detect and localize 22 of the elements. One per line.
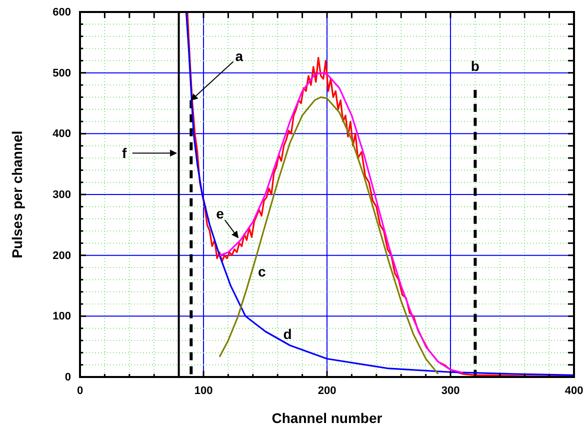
- annotation: b: [470, 58, 480, 74]
- x-tick-label: 0: [76, 384, 84, 397]
- y-axis-title: Pulses per channel: [9, 130, 25, 258]
- y-tick-label: 300: [52, 189, 71, 202]
- annotation: c: [258, 263, 266, 280]
- y-tick-label: 200: [52, 250, 71, 262]
- x-tick-label: 100: [194, 384, 213, 397]
- annotation: e: [216, 206, 224, 222]
- x-tick-label: 200: [318, 384, 336, 397]
- line-series: [218, 96, 439, 375]
- y-tick-label: 400: [52, 128, 71, 140]
- x-axis-title: Channel number: [272, 410, 383, 426]
- x-tick-label: 300: [441, 384, 460, 397]
- y-tick-label: 0: [64, 372, 71, 384]
- y-tick-label: 600: [52, 6, 71, 19]
- y-tick-label: 500: [52, 67, 71, 80]
- y-tick-label: 100: [52, 310, 71, 323]
- x-tick-label: 400: [564, 384, 584, 397]
- annotation: a: [235, 48, 244, 64]
- line-series: [218, 72, 464, 374]
- annotation: d: [283, 326, 292, 342]
- annotation: f: [122, 145, 127, 162]
